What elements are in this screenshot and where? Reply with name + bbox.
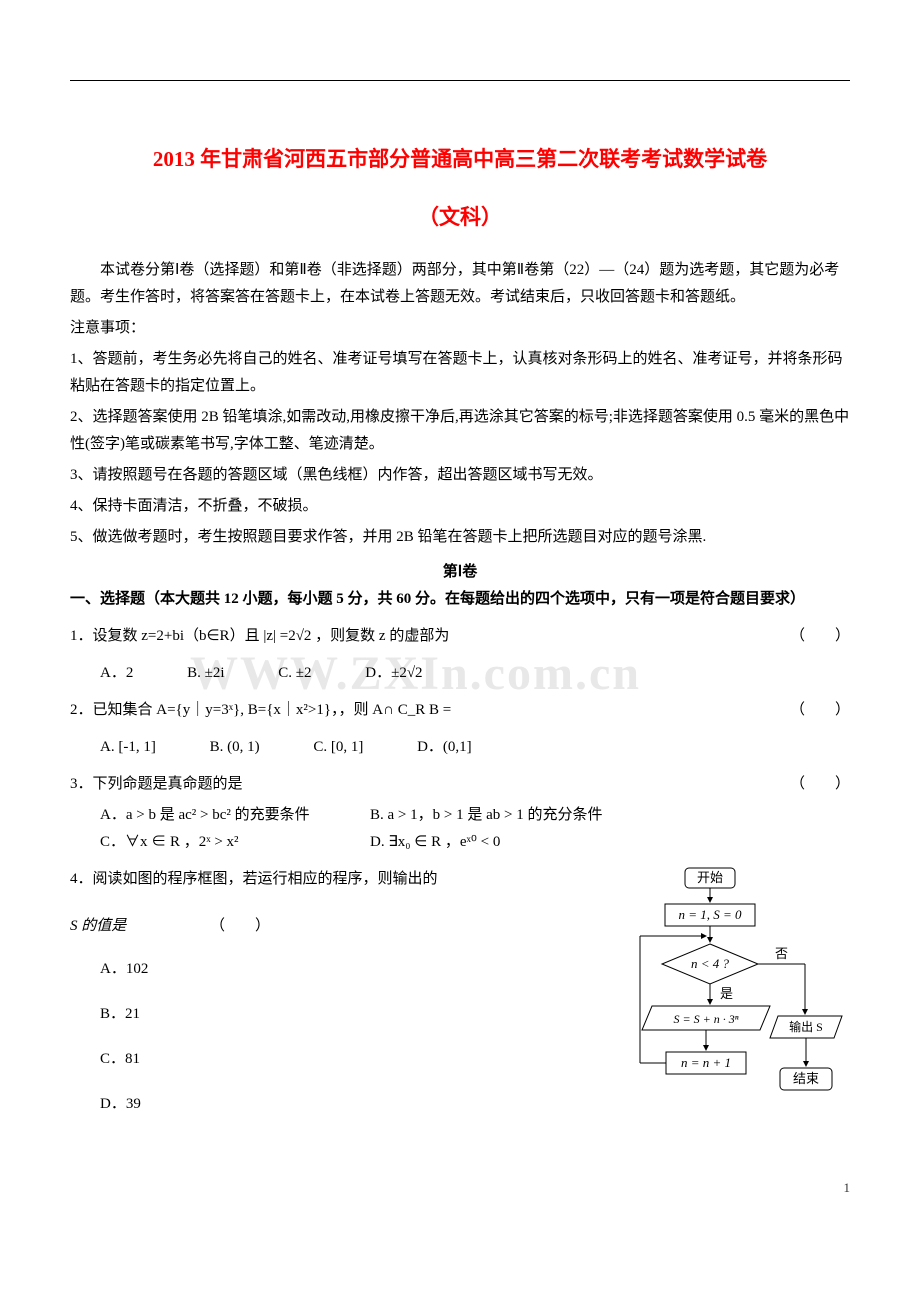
exam-subtitle: （文科） (70, 199, 850, 237)
notice-heading: 注意事项： (70, 315, 850, 342)
section-heading: 一、选择题（本大题共 12 小题，每小题 5 分，共 60 分。在每题给出的四个… (70, 586, 850, 613)
answer-paren: （ ） (210, 918, 270, 934)
notice-item: 4、保持卡面清洁，不折叠，不破损。 (70, 493, 850, 520)
notice-item: 3、请按照题号在各题的答题区域（黑色线框）内作答，超出答题区域书写无效。 (70, 462, 850, 489)
flowchart-no: 否 (775, 946, 788, 961)
option-b: B．21 (100, 1001, 620, 1028)
option-a: A．102 (100, 956, 620, 983)
option-c: C. [0, 1] (313, 734, 363, 761)
option-d: D．(0,1] (417, 734, 472, 761)
flowchart-diagram: 开始 n = 1, S = 0 n < 4 ? 否 是 S = S + n · … (630, 866, 850, 1116)
top-rule (70, 80, 850, 81)
question-2: 2．已知集合 A={y｜y=3ˣ}, B={x｜x²>1}，，则 A∩ C_R … (70, 697, 850, 761)
option-a: A．2 (100, 660, 133, 687)
option-b: B. ±2i (187, 660, 224, 687)
flowchart-end: 结束 (793, 1071, 819, 1086)
flowchart-inc: n = n + 1 (681, 1055, 731, 1070)
question-4: 4．阅读如图的程序框图，若运行相应的程序，则输出的 S 的值是 （ ） A．10… (70, 866, 850, 1136)
question-3: 3．下列命题是真命题的是 （ ） A．a > b 是 ac² > bc² 的充要… (70, 771, 850, 856)
option-a: A. [-1, 1] (100, 734, 156, 761)
question-text: 1．设复数 z=2+bi（b∈R）且 |z| =2√2 ，则复数 z 的虚部为 (70, 628, 449, 644)
flowchart-output: 输出 S (789, 1019, 823, 1034)
intro-paragraph: 本试卷分第Ⅰ卷（选择题）和第Ⅱ卷（非选择题）两部分，其中第Ⅱ卷第（22）—（24… (70, 257, 850, 311)
question-options: A．a > b 是 ac² > bc² 的充要条件 B. a > 1，b > 1… (100, 802, 850, 856)
notice-item: 2、选择题答案使用 2B 铅笔填涂,如需改动,用橡皮擦干净后,再选涂其它答案的标… (70, 404, 850, 458)
option-b: B. (0, 1) (210, 734, 260, 761)
question-text: 4．阅读如图的程序框图，若运行相应的程序，则输出的 (70, 871, 438, 887)
notice-item: 1、答题前，考生务必先将自己的姓名、准考证号填写在答题卡上，认真核对条形码上的姓… (70, 346, 850, 400)
option-c: C. ±2 (278, 660, 311, 687)
question-4-left: 4．阅读如图的程序框图，若运行相应的程序，则输出的 S 的值是 （ ） A．10… (70, 866, 620, 1136)
page-number: 1 (70, 1176, 850, 1199)
question-1: 1．设复数 z=2+bi（b∈R）且 |z| =2√2 ，则复数 z 的虚部为 … (70, 623, 850, 687)
flowchart-yes: 是 (720, 986, 733, 1001)
question-text: 2．已知集合 A={y｜y=3ˣ}, B={x｜x²>1}，，则 A∩ C_R … (70, 702, 451, 718)
question-options: A．102 B．21 C．81 D．39 (70, 956, 620, 1118)
flowchart-start: 开始 (697, 870, 723, 885)
flowchart-init: n = 1, S = 0 (678, 907, 742, 922)
page-content: 2013 年甘肃省河西五市部分普通高中高三第二次联考考试数学试卷 （文科） 本试… (70, 141, 850, 1136)
option-c: C．81 (100, 1046, 620, 1073)
option-d: D．±2√2 (365, 660, 422, 687)
answer-paren: （ ） (790, 771, 850, 798)
answer-paren: （ ） (790, 623, 850, 650)
flowchart-calc: S = S + n · 3ⁿ (674, 1012, 739, 1026)
exam-title: 2013 年甘肃省河西五市部分普通高中高三第二次联考考试数学试卷 (70, 141, 850, 179)
flowchart-cond: n < 4 ? (691, 956, 730, 971)
notice-item: 5、做选做考题时，考生按照题目要求作答，并用 2B 铅笔在答题卡上把所选题目对应… (70, 524, 850, 551)
question-options: A．2 B. ±2i C. ±2 D．±2√2 (100, 660, 850, 687)
question-options: A. [-1, 1] B. (0, 1) C. [0, 1] D．(0,1] (100, 734, 850, 761)
question-text-2: S 的值是 (70, 918, 126, 934)
option-d: D. ∃x₀ ∈ R ，eˣ⁰ < 0 (370, 829, 500, 856)
question-text: 3．下列命题是真命题的是 (70, 776, 243, 792)
option-b: B. a > 1，b > 1 是 ab > 1 的充分条件 (370, 802, 602, 829)
volume-heading: 第Ⅰ卷 (70, 559, 850, 586)
option-d: D．39 (100, 1091, 620, 1118)
answer-paren: （ ） (790, 697, 850, 724)
option-c: C．∀x ∈ R ，2ˣ > x² (100, 829, 370, 856)
option-a: A．a > b 是 ac² > bc² 的充要条件 (100, 802, 370, 829)
